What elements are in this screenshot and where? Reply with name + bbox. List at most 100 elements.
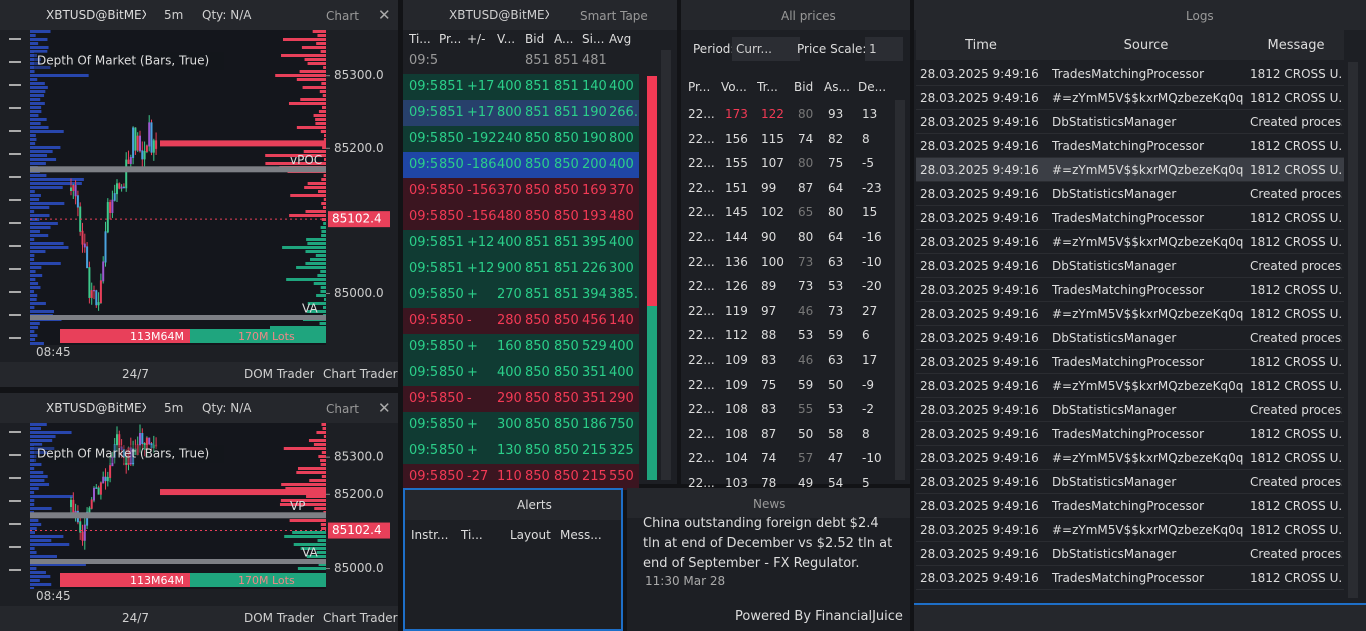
log-row: 28.03.2025 9:49:16 TradesMatchingProcesso… (916, 134, 1344, 158)
log-cell: 28.03.2025 9:49:16 (920, 379, 1039, 393)
tape-cell: 851 (525, 235, 550, 250)
dom-bar (30, 182, 82, 185)
book-bar (302, 86, 326, 89)
dom-bar (30, 202, 65, 205)
log-cell: #=zYmM5V$$kxrMQzbezeKq0qFaf... (1052, 523, 1244, 537)
dom-bar (30, 106, 42, 109)
log-row: 28.03.2025 9:49:16 DbStatisticsManager Cre… (916, 326, 1344, 350)
qty[interactable]: Qty: N/A (202, 8, 252, 22)
book-bar (321, 234, 326, 237)
column-header: Bid (525, 32, 545, 46)
dom-trader-button[interactable]: DOM Trader (244, 367, 314, 381)
footer[interactable]: Powered By FinancialJuice (735, 609, 903, 624)
book-bar (315, 254, 326, 257)
volume-label: 113M64M (130, 330, 184, 343)
tool-icon (9, 314, 21, 316)
candle (143, 443, 146, 450)
instrument[interactable]: XBTUSD@BitMEX (46, 401, 146, 415)
candle (132, 127, 135, 158)
session[interactable]: 24/7 (122, 611, 149, 625)
price-cell: 112 (725, 328, 748, 343)
price-cell: 53 (828, 402, 844, 417)
tape-cell: 09:5 (409, 313, 439, 328)
column-header[interactable]: Ti... (461, 528, 483, 542)
qty[interactable]: Qty: N/A (202, 401, 252, 415)
price-cell: 73 (798, 254, 814, 269)
candle (95, 487, 98, 489)
dom-bar (30, 266, 42, 269)
column-header[interactable]: Instr... (411, 528, 449, 542)
candle (141, 150, 144, 160)
tape-cell: 800 (497, 105, 522, 120)
tool-icon (9, 454, 21, 456)
log-row: 28.03.2025 9:49:16 DbStatisticsManager Cre… (916, 254, 1344, 278)
price-cell: 53 (798, 328, 814, 343)
price-cell: 59 (798, 377, 814, 392)
tape-cell: 850 (554, 183, 579, 198)
dom-bar (30, 334, 38, 337)
dom-bar (30, 427, 41, 430)
dom-bar (30, 262, 61, 265)
timeframe[interactable]: 5m (164, 401, 184, 415)
book-bar (306, 555, 326, 558)
dom-trader-button[interactable]: DOM Trader (244, 611, 314, 625)
candle (70, 499, 72, 507)
close-button[interactable]: ✕ (378, 399, 391, 417)
tape-cell: 851 (554, 79, 579, 94)
tape-cell: 193 (582, 209, 607, 224)
log-cell: 28.03.2025 9:49:16 (920, 427, 1039, 441)
chart-footer: 24/7 DOM Trader Chart Trader (0, 606, 398, 631)
period-select[interactable]: Curr... (732, 37, 800, 61)
log-row: 28.03.2025 9:49:16 DbStatisticsManager Cre… (916, 470, 1344, 494)
tape-cell: 400 (609, 365, 634, 380)
candle (86, 246, 89, 269)
candle (136, 444, 139, 456)
price-cell: 58 (828, 426, 844, 441)
book-bar (321, 202, 326, 205)
dom-bar (30, 459, 37, 462)
chart-trader-button[interactable]: Chart Trader (323, 367, 398, 381)
tape-cell: 09:5 (409, 157, 439, 172)
column-header[interactable]: Time (965, 38, 997, 53)
column-header[interactable]: Mess... (560, 528, 602, 542)
log-cell: Created process... (1250, 187, 1342, 201)
price-cell: 47 (828, 451, 844, 466)
book-bar (305, 262, 326, 265)
dom-bar (30, 178, 84, 181)
book-bar (281, 483, 326, 486)
tool-icon (9, 546, 21, 548)
tape-cell: 851 (525, 287, 550, 302)
dom-bar (30, 519, 39, 522)
column-header[interactable]: Source (1123, 38, 1169, 53)
dom-bar (30, 74, 89, 77)
tape-cell: 800 (609, 131, 634, 146)
session[interactable]: 24/7 (122, 367, 149, 381)
book-bar (280, 499, 326, 502)
instrument[interactable]: XBTUSD@BitMEX (46, 8, 146, 22)
tape-row: 09:5 851 +17 400 851 851 140 400 (403, 74, 639, 100)
tape-cell: 169 (582, 183, 607, 198)
chart-trader-button[interactable]: Chart Trader (323, 611, 398, 625)
log-row: 28.03.2025 9:49:16 #=zYmM5V$$kxrMQzbezeKq… (916, 374, 1344, 398)
price-cell: 103 (725, 476, 748, 490)
price-cell: 109 (725, 353, 748, 367)
dom-bar (30, 443, 43, 446)
price-cell: 80 (798, 156, 814, 171)
dom-bar (30, 114, 39, 117)
dom-bar (30, 30, 51, 33)
tape-row: 09:5 851 +12 400 851 851 395 400 (403, 230, 639, 256)
instrument[interactable]: XBTUSD@BitMEX (449, 8, 549, 22)
column-header[interactable]: Message (1267, 38, 1325, 53)
book-bar (305, 250, 326, 253)
close-button[interactable]: ✕ (378, 6, 391, 24)
dom-bar (30, 543, 70, 546)
tape-cell: 851 (525, 261, 550, 276)
tape-row: 09:5 850 -186 400 850 850 200 400 (403, 152, 639, 178)
dom-bar (30, 238, 35, 241)
log-cell: 28.03.2025 9:49:16 (920, 547, 1039, 561)
timeframe[interactable]: 5m (164, 8, 184, 22)
candle (118, 183, 121, 189)
log-cell: 28.03.2025 9:49:16 (920, 259, 1039, 273)
column-header[interactable]: Layout (510, 528, 551, 542)
scale-input[interactable]: 1 (865, 37, 903, 61)
